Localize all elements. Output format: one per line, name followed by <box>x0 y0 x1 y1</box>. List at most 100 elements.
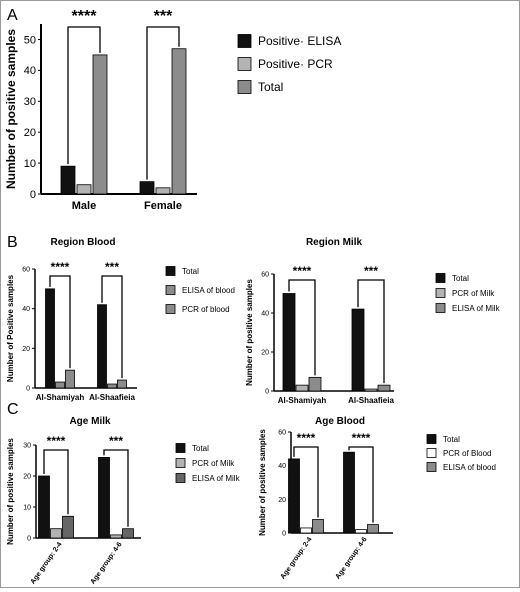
bar <box>45 288 55 389</box>
bar <box>55 381 65 389</box>
bar <box>343 451 355 534</box>
legend-label: Total <box>452 274 469 283</box>
y-axis-label: Number of positive samples <box>6 438 15 545</box>
legend-swatch <box>165 266 176 276</box>
significance-label: *** <box>364 264 378 278</box>
legend-swatch <box>426 448 437 458</box>
chart-chartB2: Region Milk Number of positive samples 0 20… <box>245 237 501 405</box>
bar <box>97 304 107 389</box>
x-tick-label: Female <box>144 200 182 212</box>
legend-swatch <box>435 288 446 298</box>
y-tick-label: 0 <box>282 530 286 537</box>
bar <box>98 456 110 539</box>
significance-label: *** <box>109 434 123 448</box>
x-tick-label: Male <box>72 200 96 212</box>
bar <box>282 293 296 392</box>
legend-swatch <box>435 303 446 313</box>
chart-title: Region Blood <box>51 237 116 248</box>
y-tick-label: 0 <box>30 189 36 201</box>
legend-swatch <box>165 304 176 314</box>
bar <box>122 528 134 539</box>
y-tick-label: 60 <box>278 429 286 436</box>
x-tick-label: Age group: 2-4 <box>280 536 314 581</box>
y-tick-label: 20 <box>278 497 286 504</box>
y-tick-label: 30 <box>23 442 31 449</box>
panel-letter-b: B <box>7 234 18 251</box>
legend-label: ELISA of blood <box>182 286 235 295</box>
bar <box>355 529 367 534</box>
y-axis-label: Number of positive samples <box>258 429 267 536</box>
panel-letter-c: C <box>7 401 19 418</box>
y-tick-label: 60 <box>22 266 30 273</box>
legend-swatch <box>175 473 186 483</box>
y-tick-label: 30 <box>24 96 36 108</box>
legend-swatch <box>237 80 252 94</box>
legend-label: ELISA of blood <box>443 463 496 472</box>
x-tick-label: Age group: 4-6 <box>90 541 124 586</box>
legend-label: ELISA of Milk <box>192 474 241 483</box>
bar <box>76 184 92 195</box>
significance-bracket <box>49 275 71 369</box>
bar <box>295 384 309 392</box>
bar <box>312 519 324 534</box>
y-tick-label: 10 <box>23 504 31 511</box>
legend-swatch <box>237 57 252 71</box>
significance-label: *** <box>154 8 173 25</box>
chart-title: Age Blood <box>315 416 365 427</box>
bar <box>60 165 76 195</box>
y-tick-label: 40 <box>261 310 269 317</box>
y-tick-label: 20 <box>22 346 30 353</box>
bar <box>117 379 127 389</box>
y-axis-label: Number of Positive samples <box>6 274 15 382</box>
bar <box>308 376 322 392</box>
y-tick-label: 10 <box>24 158 36 170</box>
significance-bracket <box>67 26 101 165</box>
bar <box>351 308 365 392</box>
bar <box>50 528 62 539</box>
bar <box>377 384 391 392</box>
legend-label: Positive· PCR <box>258 57 333 71</box>
significance-bracket <box>43 449 69 515</box>
legend-label: ELISA of Milk <box>452 304 501 313</box>
legend-swatch <box>175 458 186 468</box>
bar <box>92 54 108 195</box>
significance-label: **** <box>297 431 316 445</box>
y-tick-label: 20 <box>23 473 31 480</box>
chart-title: Age Milk <box>69 416 111 427</box>
legend-label: PCR of Blood <box>443 449 491 458</box>
legend-label: Total <box>192 444 209 453</box>
bar <box>65 369 75 389</box>
bar <box>171 48 187 195</box>
legend-swatch <box>237 34 252 48</box>
y-tick-label: 40 <box>278 463 286 470</box>
chart-title: Region Milk <box>306 237 363 248</box>
y-axis-label: Number of positive samples <box>245 279 254 386</box>
legend-swatch <box>426 462 437 472</box>
legend-label: Positive· ELISA <box>258 34 341 48</box>
significance-bracket <box>293 446 319 518</box>
y-tick-label: 0 <box>26 385 30 392</box>
bar <box>367 524 379 534</box>
chart-chartA: Number of positive samples 0 10 20 30 40 50 Mal… <box>4 8 341 212</box>
x-tick-label: Al-Shaafieia <box>89 393 135 402</box>
x-tick-label: Al-Shamiyah <box>36 393 85 402</box>
bar <box>110 534 122 539</box>
significance-bracket <box>357 279 385 384</box>
significance-label: **** <box>72 8 98 25</box>
y-tick-label: 50 <box>24 34 36 46</box>
chart-chartC1: Age Milk Number of positive samples 0 10 20 3… <box>6 416 241 586</box>
bar <box>364 388 378 392</box>
legend-label: Total <box>443 435 460 444</box>
legend-swatch <box>426 434 437 444</box>
legend-swatch <box>175 443 186 453</box>
panel-letter-a: A <box>7 7 18 24</box>
legend-label: Total <box>258 80 283 94</box>
y-tick-label: 60 <box>261 271 269 278</box>
significance-label: **** <box>47 434 66 448</box>
bar <box>107 383 117 389</box>
chart-chartC2: Age Blood Number of positive samples 0 20 40… <box>258 416 496 581</box>
significance-label: **** <box>293 264 312 278</box>
bar <box>155 187 171 195</box>
